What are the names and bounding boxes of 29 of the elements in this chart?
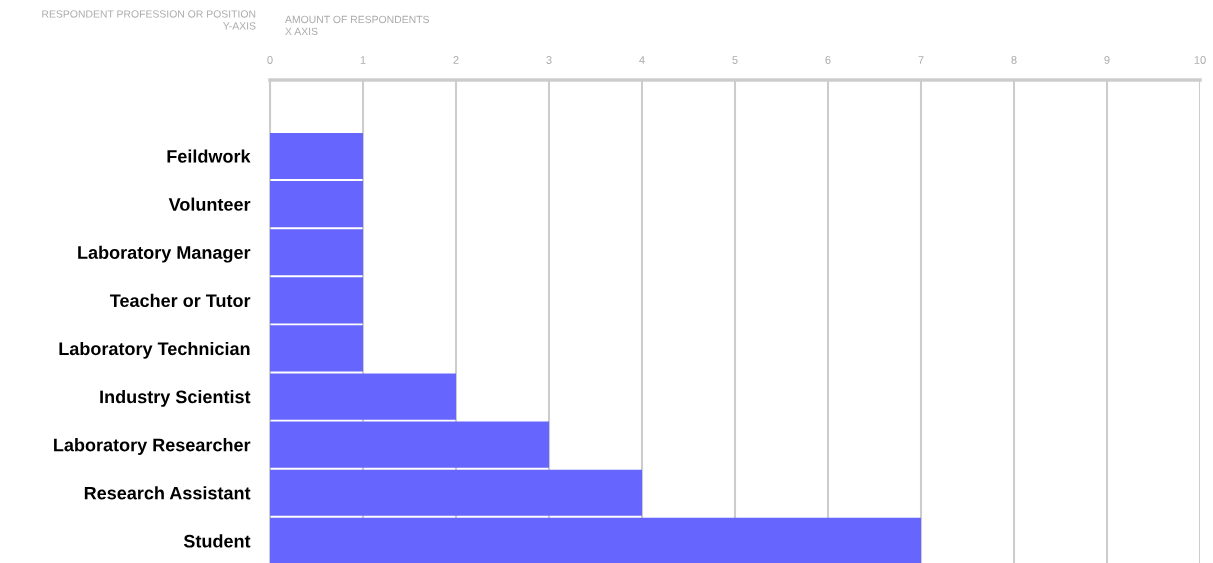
x-tick-label: 2 bbox=[453, 56, 459, 64]
y-tick-label: Laboratory Technician bbox=[59, 341, 250, 359]
y-tick-label: Industry Scientist bbox=[100, 390, 251, 407]
x-tick-label: 6 bbox=[825, 56, 831, 64]
y-tick-label: Laboratory Researcher bbox=[54, 438, 251, 455]
x-tick-label: 4 bbox=[639, 56, 645, 64]
x-tick-label: 8 bbox=[1011, 56, 1017, 64]
x-axis-title: AMOUNT OF RESPONDENTS X AXIS bbox=[285, 15, 430, 36]
x-tick-label: 0 bbox=[267, 56, 273, 64]
bar bbox=[270, 132, 363, 180]
x-tick-label: 7 bbox=[918, 56, 924, 64]
bar bbox=[270, 517, 921, 563]
y-tick-label: Student bbox=[183, 534, 251, 548]
y-axis-title: RESPONDENT PROFESSION OR POSITION Y-AXIS bbox=[42, 10, 256, 30]
x-tick-label: 1 bbox=[360, 56, 366, 64]
bar bbox=[270, 277, 363, 324]
y-tick-label: Laboratory Manager bbox=[78, 245, 251, 263]
y-tick-label: Teacher or Tutor bbox=[109, 293, 251, 308]
bar bbox=[270, 469, 642, 516]
bar bbox=[270, 181, 363, 228]
x-tick-label: 3 bbox=[546, 56, 552, 64]
y-tick-label: Volunteer bbox=[168, 197, 251, 211]
y-tick-label: Research Assistant bbox=[84, 486, 251, 500]
bar bbox=[270, 421, 549, 468]
y-tick-label: Feildwork bbox=[167, 149, 251, 163]
x-tick-label: 10 bbox=[1194, 56, 1206, 64]
bar bbox=[270, 229, 363, 276]
x-tick-label: 9 bbox=[1104, 56, 1110, 64]
x-tick-label: 5 bbox=[732, 56, 738, 64]
